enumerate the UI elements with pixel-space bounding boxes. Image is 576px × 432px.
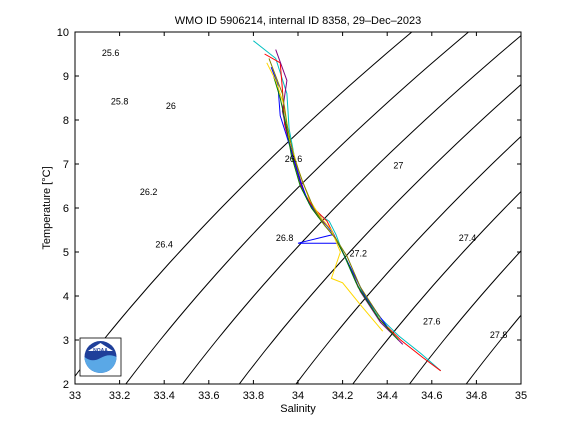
density-label: 27.6 <box>423 317 441 327</box>
profile-line <box>273 75 399 341</box>
x-tick-label: 34 <box>292 390 304 402</box>
x-tick-label: 34.6 <box>421 390 442 402</box>
density-contour-line <box>563 10 576 406</box>
y-tick-label: 3 <box>63 335 69 347</box>
x-tick-label: 35 <box>515 390 527 402</box>
plot-area-frame <box>74 31 522 385</box>
density-contour-line <box>465 314 521 384</box>
svg-text:NOAA: NOAA <box>93 348 108 354</box>
density-contours <box>75 10 576 406</box>
density-label: 25.8 <box>111 97 129 107</box>
profile-line <box>253 40 442 372</box>
profile-series <box>253 40 442 372</box>
profile-line <box>264 53 441 372</box>
density-contour-line <box>295 135 521 384</box>
y-axis-ticks: 2 3 4 5 6 7 8 9 10 <box>57 27 521 391</box>
y-tick-label: 8 <box>63 115 69 127</box>
chart-title: WMO ID 5906214, internal ID 8358, 29–Dec… <box>175 15 421 27</box>
x-tick-label: 33 <box>69 390 81 402</box>
x-tick-label: 34.8 <box>466 390 487 402</box>
density-label: 27.8 <box>490 330 508 340</box>
y-tick-label: 9 <box>63 71 69 83</box>
x-tick-label: 33.2 <box>109 390 130 402</box>
y-tick-label: 10 <box>57 27 69 39</box>
density-label: 27.2 <box>349 248 367 258</box>
x-tick-label: 33.8 <box>243 390 264 402</box>
y-tick-label: 2 <box>63 379 69 391</box>
density-label: 26.8 <box>276 233 294 243</box>
y-tick-label: 7 <box>63 159 69 171</box>
noaa-logo-icon: NOAA <box>79 337 122 377</box>
density-label: 26.2 <box>140 187 158 197</box>
profile-line <box>268 58 381 319</box>
density-label: 27 <box>393 160 403 170</box>
x-tick-label: 33.4 <box>153 390 174 402</box>
density-label: 26.4 <box>155 240 173 250</box>
density-contour-line <box>125 32 470 384</box>
x-tick-label: 33.6 <box>198 390 219 402</box>
density-contour-line <box>408 250 521 384</box>
density-labels: 25.6 25.8 26 26.2 26.4 26.6 26.8 27 27.2 27.4 27.6… <box>102 48 508 340</box>
y-tick-label: 5 <box>63 247 69 259</box>
density-contour-line <box>352 190 521 384</box>
y-tick-label: 4 <box>63 291 69 303</box>
x-axis-ticks: 33 33.2 33.4 33.6 33.8 34 34.2 34.4 34.6 34.8 35 <box>69 32 527 402</box>
density-contour-line <box>181 34 521 384</box>
density-label: 26 <box>166 101 176 111</box>
x-tick-label: 34.2 <box>332 390 353 402</box>
density-label: 26.6 <box>285 154 303 164</box>
y-tick-label: 6 <box>63 203 69 215</box>
y-axis-label: Temperature [°C] <box>41 166 53 249</box>
x-axis-label: Salinity <box>280 403 316 415</box>
density-label: 25.6 <box>102 48 120 58</box>
x-tick-label: 34.4 <box>376 390 397 402</box>
density-label: 27.4 <box>459 233 477 243</box>
density-contour-line <box>238 83 521 384</box>
profile-line <box>275 49 404 345</box>
